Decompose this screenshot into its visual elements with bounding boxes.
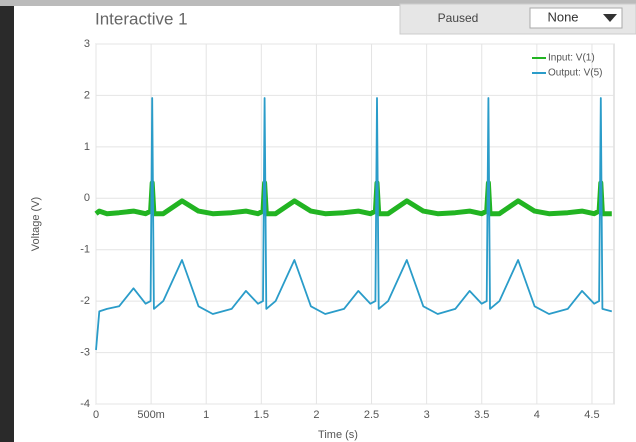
dropdown-value: None <box>547 9 578 24</box>
left-edge <box>0 0 14 442</box>
x-tick-label: 1.5 <box>254 409 269 421</box>
y-tick-label: -3 <box>80 346 90 358</box>
y-tick-label: -2 <box>80 295 90 307</box>
x-tick-label: 3.5 <box>474 409 489 421</box>
y-tick-label: -4 <box>80 398 90 410</box>
dropdown[interactable] <box>529 7 623 29</box>
series-line <box>94 180 612 217</box>
x-tick-label: 4 <box>534 409 540 421</box>
x-axis-label: Time (s) <box>318 429 358 441</box>
panel-title: Interactive 1 <box>95 9 188 28</box>
y-tick-label: -1 <box>80 244 90 256</box>
x-tick-label: 2.5 <box>364 409 379 421</box>
x-tick-label: 1 <box>203 409 209 421</box>
top-edge <box>0 0 636 6</box>
y-axis-label: Voltage (V) <box>30 197 42 251</box>
x-tick-label: 0 <box>93 409 99 421</box>
series-line <box>95 97 613 351</box>
x-tick-label: 500m <box>137 409 165 421</box>
y-tick-label: 1 <box>84 141 90 153</box>
status-label: Paused <box>438 11 479 25</box>
dropdown-arrow[interactable] <box>603 14 617 22</box>
x-tick-label: 3 <box>424 409 430 421</box>
y-tick-label: 0 <box>84 192 90 204</box>
legend-label: Output: V(5) <box>548 68 602 79</box>
y-tick-label: 2 <box>84 89 90 101</box>
y-tick-label: 3 <box>84 38 90 50</box>
legend-label: Input: V(1) <box>548 53 595 64</box>
x-tick-label: 2 <box>313 409 319 421</box>
x-tick-label: 4.5 <box>584 409 599 421</box>
